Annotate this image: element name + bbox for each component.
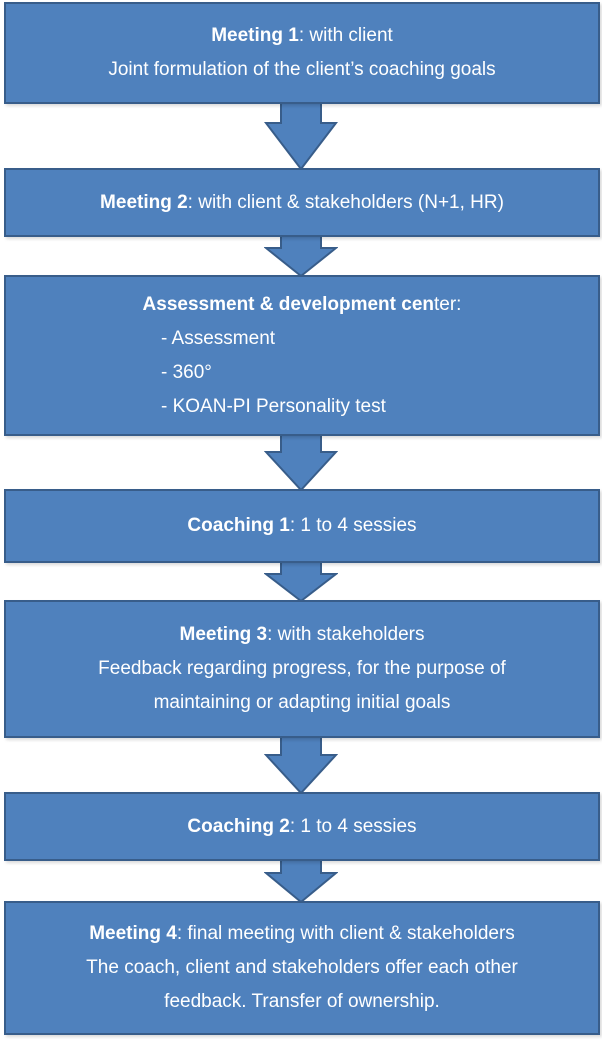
- step-heading: Assessment & development center:: [6, 288, 598, 322]
- step-heading: Meeting 4: final meeting with client & s…: [6, 917, 598, 951]
- step-description: Joint formulation of the client’s coachi…: [108, 59, 496, 80]
- step-title: Coaching 1: [187, 515, 290, 536]
- step-heading: Coaching 2: 1 to 4 sessies: [6, 810, 598, 844]
- step-meeting-3: Meeting 3: with stakeholders Feedback re…: [4, 600, 600, 738]
- down-arrow-icon: [264, 433, 338, 492]
- step-subtitle: : final meeting with client & stakeholde…: [176, 923, 515, 944]
- step-coaching-2: Coaching 2: 1 to 4 sessies: [4, 792, 600, 861]
- down-arrow-icon: [264, 234, 338, 278]
- step-heading: Meeting 2: with client & stakeholders (N…: [6, 186, 598, 220]
- step-description: maintaining or adapting initial goals: [153, 692, 451, 713]
- step-description: feedback. Transfer of ownership.: [164, 991, 440, 1012]
- list-item: - 360°: [161, 361, 212, 383]
- step-meeting-1: Meeting 1: with client Joint formulation…: [4, 2, 600, 104]
- step-assessment-center: Assessment & development center: - Asses…: [4, 275, 600, 436]
- step-subtitle: : with client: [298, 25, 393, 46]
- down-arrow-icon: [264, 858, 338, 904]
- step-heading: Meeting 1: with client: [6, 19, 598, 53]
- step-subtitle: ter:: [434, 293, 462, 315]
- step-title: Meeting 1: [211, 25, 299, 46]
- step-title: Coaching 2: [187, 815, 290, 837]
- down-arrow-icon: [264, 101, 338, 171]
- step-heading: Meeting 3: with stakeholders: [6, 618, 598, 652]
- step-coaching-1: Coaching 1: 1 to 4 sessies: [4, 489, 600, 563]
- step-heading: Coaching 1: 1 to 4 sessies: [6, 509, 598, 543]
- step-meeting-2: Meeting 2: with client & stakeholders (N…: [4, 168, 600, 237]
- list-item: - KOAN-PI Personality test: [161, 395, 386, 417]
- step-title: Meeting 3: [179, 624, 268, 645]
- step-description: The coach, client and stakeholders offer…: [86, 957, 518, 978]
- step-subtitle: : with stakeholders: [267, 624, 425, 645]
- step-title: Assessment & development cen: [142, 293, 434, 315]
- step-subtitle: : 1 to 4 sessies: [289, 515, 417, 536]
- down-arrow-icon: [264, 735, 338, 795]
- step-description: Feedback regarding progress, for the pur…: [98, 658, 506, 679]
- step-meeting-4: Meeting 4: final meeting with client & s…: [4, 901, 600, 1035]
- step-subtitle: : with client & stakeholders (N+1, HR): [187, 191, 504, 213]
- list-item: - Assessment: [161, 327, 276, 349]
- step-title: Meeting 2: [100, 191, 188, 213]
- down-arrow-icon: [264, 560, 338, 603]
- step-subtitle: : 1 to 4 sessies: [289, 815, 417, 837]
- step-title: Meeting 4: [89, 923, 177, 944]
